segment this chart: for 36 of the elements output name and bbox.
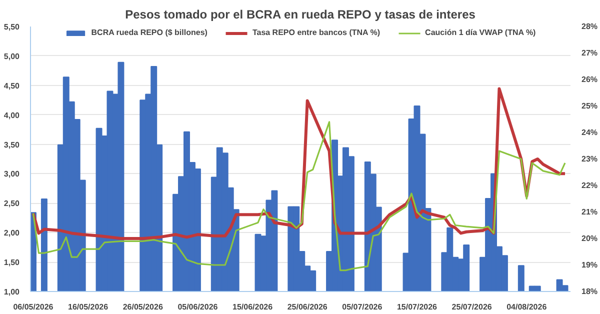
y2-tick-label: 20% [582,234,598,243]
chart-title: Pesos tomado por el BCRA en rueda REPO y tasas de interes [125,8,476,22]
legend-label: BCRA rueda REPO ($ billones) [91,28,208,37]
legend-label: Caución 1 día VWAP (TNA %) [425,28,536,37]
x-tick-label: 25/06/2026 [287,302,328,312]
y-tick-label: 3,50 [4,140,20,150]
x-tick-label: 26/05/2026 [122,302,164,312]
legend-label: Tasa REPO entre bancos (TNA %) [252,28,380,37]
y2-tick-label: 18% [582,287,598,296]
y2-tick-label: 24% [582,128,598,137]
x-tick-label: 15/06/2026 [232,302,274,312]
y2-tick-label: 27% [582,48,598,58]
y-tick-label: 1,00 [4,288,20,296]
y2-tick-label: 25% [582,102,598,110]
x-tick-label: 04/08/2026 [506,302,548,312]
y2-tick-label: 28% [582,22,598,31]
y-tick-label: 2,50 [4,199,20,208]
y2-tick-label: 26% [582,75,598,84]
line-series [32,121,566,272]
y-tick-label: 3,00 [4,170,20,179]
y-tick-label: 5,50 [4,22,20,32]
x-tick-label: 06/05/2026 [13,302,54,312]
y2-tick-label: 21% [582,208,598,216]
x-tick-label: 15/07/2026 [396,302,438,312]
x-tick-label: 16/05/2026 [68,302,109,312]
y2-tick-label: 22% [582,181,598,190]
y2-tick-label: 23% [582,154,598,164]
y-tick-label: 4,50 [4,81,20,90]
y-tick-label: 1,50 [4,258,20,268]
y-tick-label: 2,00 [4,228,20,238]
y-tick-label: 4,00 [4,110,20,120]
x-tick-label: 05/07/2026 [342,302,383,312]
y-tick-label: 5,00 [4,52,20,61]
x-tick-label: 05/06/2026 [178,302,218,312]
x-tick-label: 25/07/2026 [452,302,492,312]
y2-tick-label: 19% [582,260,598,270]
